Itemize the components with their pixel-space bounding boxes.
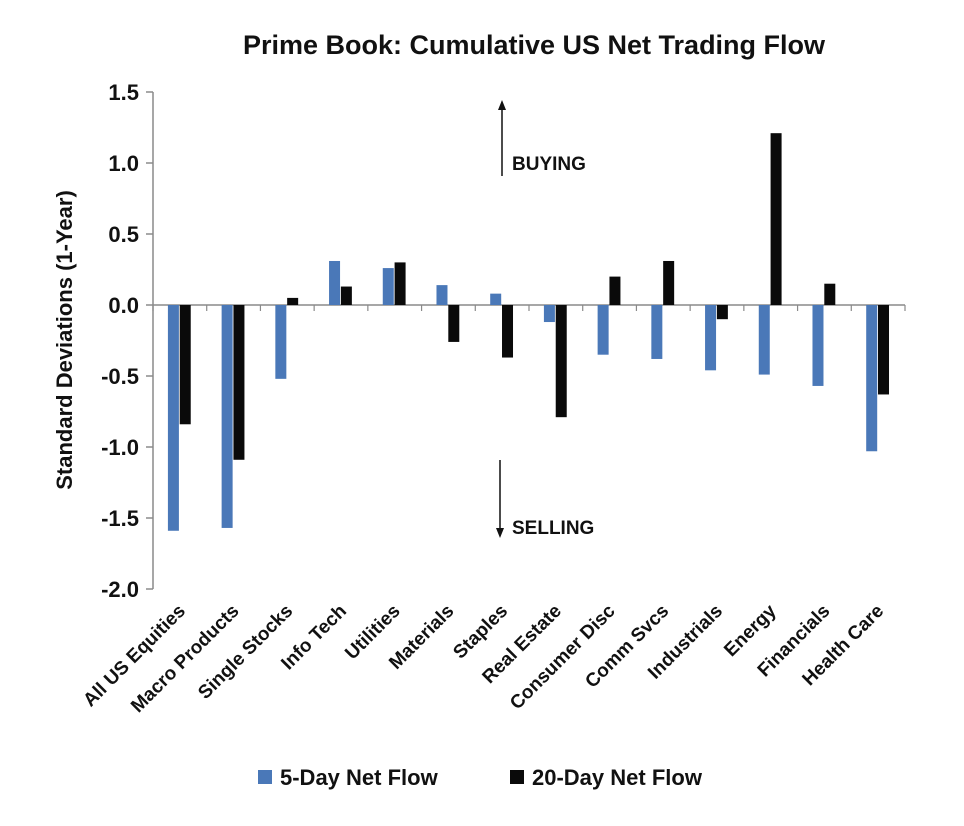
bar-5-day xyxy=(866,305,878,452)
legend-label-5-day: 5-Day Net Flow xyxy=(280,765,439,790)
y-tick-label: 0.5 xyxy=(108,222,139,247)
bar-5-day xyxy=(275,305,287,379)
bar-20-day xyxy=(770,133,782,305)
y-tick-label: -1.5 xyxy=(101,506,139,531)
bar-5-day xyxy=(167,305,179,531)
legend-swatch-20-day xyxy=(510,770,524,784)
bar-20-day xyxy=(502,305,514,358)
bar-20-day xyxy=(716,305,728,320)
legend-label-20-day: 20-Day Net Flow xyxy=(532,765,703,790)
bar-5-day xyxy=(329,260,341,305)
bar-20-day xyxy=(824,283,836,305)
x-tick-label: Single Stocks xyxy=(194,601,297,704)
legend-swatch-5-day xyxy=(258,770,272,784)
y-tick-label: -1.0 xyxy=(101,435,139,460)
annotations: BUYING SELLING xyxy=(496,100,594,539)
selling-arrowhead-icon xyxy=(496,528,504,538)
bar-20-day xyxy=(179,305,191,425)
legend: 5-Day Net Flow 20-Day Net Flow xyxy=(258,765,703,790)
bar-20-day xyxy=(448,305,460,342)
chart-title: Prime Book: Cumulative US Net Trading Fl… xyxy=(243,30,826,60)
bar-20-day xyxy=(340,286,352,305)
y-tick-label: -2.0 xyxy=(101,577,139,602)
bar-20-day xyxy=(609,276,621,305)
y-tick-label: 1.5 xyxy=(108,80,139,105)
bar-20-day xyxy=(233,305,245,460)
bar-5-day xyxy=(382,268,394,305)
y-tick-label: 1.0 xyxy=(108,151,139,176)
bar-5-day xyxy=(758,305,770,375)
bar-5-day xyxy=(597,305,609,355)
bar-20-day xyxy=(663,260,675,305)
bar-5-day xyxy=(705,305,717,371)
bar-5-day xyxy=(221,305,233,528)
bar-5-day xyxy=(436,285,448,305)
bar-20-day xyxy=(878,305,890,395)
y-axis-label: Standard Deviations (1-Year) xyxy=(52,190,77,490)
buying-annotation: BUYING xyxy=(512,154,586,175)
bar-20-day xyxy=(287,297,299,305)
bar-5-day xyxy=(490,293,502,305)
bar-5-day xyxy=(543,305,555,323)
bar-20-day xyxy=(555,305,567,418)
bar-5-day xyxy=(812,305,824,386)
buying-arrowhead-icon xyxy=(498,100,506,110)
selling-annotation: SELLING xyxy=(512,518,594,539)
y-tick-label: -0.5 xyxy=(101,364,139,389)
y-tick-label: 0.0 xyxy=(108,293,139,318)
bar-20-day xyxy=(394,262,406,305)
bar-5-day xyxy=(651,305,663,359)
